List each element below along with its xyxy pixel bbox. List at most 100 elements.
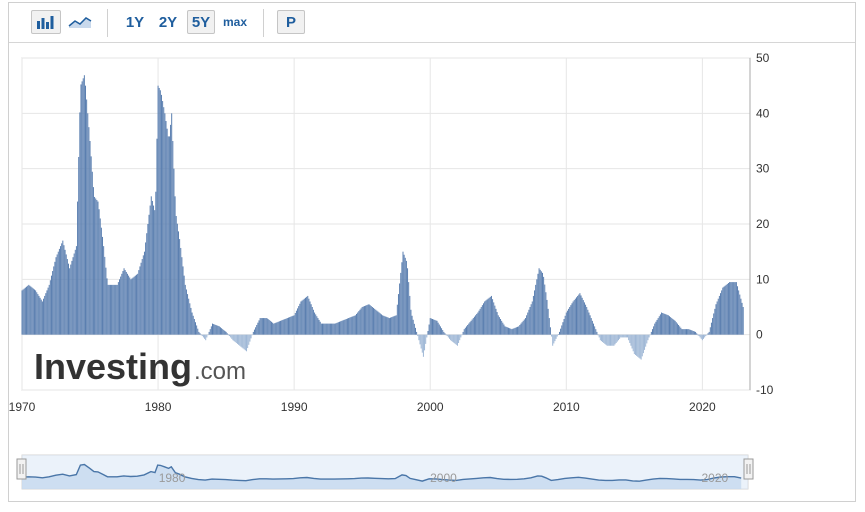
bar bbox=[153, 205, 155, 335]
bar bbox=[331, 323, 333, 335]
bar bbox=[80, 84, 82, 335]
bar bbox=[741, 302, 743, 335]
area-chart-icon[interactable] bbox=[65, 10, 95, 34]
bar bbox=[624, 334, 626, 338]
bar bbox=[339, 321, 341, 335]
bar bbox=[534, 290, 536, 335]
bar bbox=[698, 334, 700, 337]
bar bbox=[699, 334, 701, 338]
bar bbox=[285, 318, 287, 335]
bar bbox=[661, 312, 663, 335]
range-max-button[interactable]: max bbox=[222, 15, 248, 29]
bar bbox=[164, 113, 166, 335]
bar bbox=[721, 290, 723, 335]
bar bbox=[158, 87, 160, 335]
bar bbox=[726, 283, 728, 335]
bar bbox=[523, 319, 525, 335]
navigator-handle-left[interactable] bbox=[16, 458, 27, 480]
bar bbox=[120, 276, 122, 335]
bar bbox=[436, 320, 438, 335]
bar bbox=[731, 282, 733, 335]
bar bbox=[541, 272, 543, 335]
bar bbox=[455, 334, 457, 345]
bar bbox=[45, 293, 47, 335]
bar bbox=[437, 322, 439, 335]
bar bbox=[88, 127, 90, 335]
bar bbox=[638, 334, 640, 358]
bar bbox=[357, 312, 359, 335]
bar bbox=[48, 284, 50, 335]
bar bbox=[727, 283, 729, 335]
bar bbox=[217, 325, 219, 335]
bar bbox=[529, 307, 531, 335]
bar bbox=[156, 138, 158, 335]
bar bbox=[210, 326, 212, 335]
bar bbox=[730, 282, 732, 335]
bar bbox=[690, 330, 692, 335]
bar bbox=[680, 327, 682, 335]
bar bbox=[67, 263, 69, 335]
bar bbox=[212, 323, 214, 335]
bar bbox=[343, 319, 345, 335]
bar bbox=[23, 288, 25, 335]
navigator-handle-right[interactable] bbox=[743, 458, 754, 480]
bar bbox=[133, 276, 135, 335]
bar bbox=[129, 277, 131, 335]
bar bbox=[421, 334, 423, 353]
bar bbox=[148, 214, 150, 335]
bar bbox=[714, 308, 716, 335]
bar bbox=[481, 305, 483, 335]
bar bbox=[587, 309, 589, 335]
bar bbox=[142, 255, 144, 335]
range-1y-button[interactable]: 1Y bbox=[125, 13, 145, 31]
bar bbox=[208, 331, 210, 335]
bar bbox=[99, 218, 101, 335]
bar bbox=[280, 320, 282, 335]
bar bbox=[354, 315, 356, 335]
bar bbox=[283, 319, 285, 335]
bar bbox=[266, 318, 268, 335]
bar bbox=[215, 324, 217, 335]
bar bbox=[467, 324, 469, 335]
bar bbox=[675, 322, 677, 335]
range-5y-button[interactable]: 5Y bbox=[187, 10, 215, 34]
bar bbox=[250, 334, 252, 339]
bar bbox=[631, 334, 633, 349]
bar bbox=[295, 310, 297, 335]
bar bbox=[113, 284, 115, 335]
bar bbox=[480, 307, 482, 335]
y-tick-label: 40 bbox=[756, 106, 770, 120]
bar bbox=[530, 304, 532, 335]
navigator-label: 1980 bbox=[159, 471, 186, 485]
bar bbox=[414, 327, 416, 335]
p-button[interactable]: P bbox=[277, 10, 305, 34]
bar bbox=[544, 284, 546, 335]
bar bbox=[725, 284, 727, 335]
bar bbox=[526, 315, 528, 335]
bar bbox=[385, 316, 387, 335]
bar bbox=[663, 313, 665, 335]
bar bbox=[170, 124, 172, 335]
bar bbox=[325, 323, 327, 335]
bar bbox=[556, 334, 558, 337]
bar bbox=[332, 323, 334, 335]
bar bbox=[302, 299, 304, 335]
bar-chart-icon[interactable] bbox=[31, 10, 61, 34]
bar bbox=[373, 307, 375, 335]
bar bbox=[386, 317, 388, 335]
bar bbox=[394, 315, 396, 335]
range-2y-button[interactable]: 2Y bbox=[158, 13, 178, 31]
bar bbox=[470, 320, 472, 335]
bar bbox=[224, 330, 226, 335]
bar bbox=[187, 294, 189, 335]
bar bbox=[659, 314, 661, 335]
bar bbox=[639, 334, 641, 359]
bar bbox=[493, 302, 495, 335]
bar bbox=[606, 334, 608, 346]
bar bbox=[155, 191, 157, 335]
bar bbox=[629, 334, 631, 343]
bar bbox=[583, 302, 585, 335]
bar bbox=[573, 300, 575, 335]
bar bbox=[644, 334, 646, 350]
y-tick-label: 30 bbox=[756, 162, 770, 176]
